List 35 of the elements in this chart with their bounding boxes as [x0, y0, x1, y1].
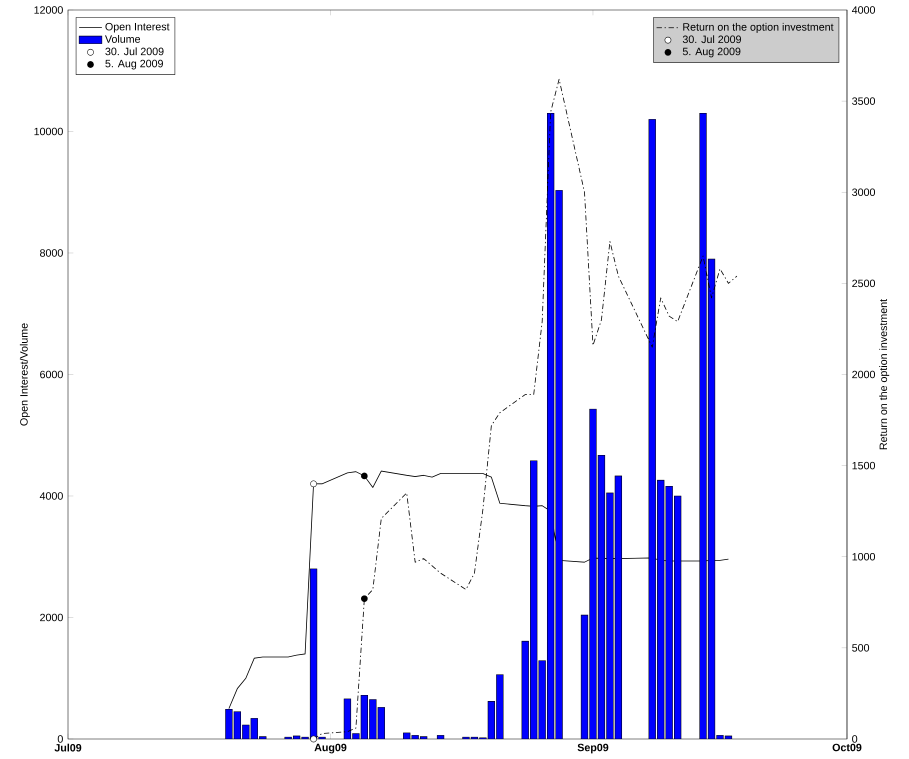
y2-tick-label: 2000: [852, 370, 876, 378]
legend-label: Return on the option investment: [683, 22, 834, 33]
bar: [378, 707, 385, 739]
x-tick-label: Jul09: [54, 744, 82, 752]
y2-axis-title: Return on the option investment: [879, 298, 890, 450]
y-tick-label: 10000: [34, 128, 63, 136]
legend-label: 5. Aug 2009: [105, 60, 163, 70]
legend-label: 30. Jul 2009: [682, 35, 741, 44]
x-tick-label: Oct09: [832, 744, 862, 752]
bar: [530, 460, 538, 739]
y-tick-label: 0: [58, 735, 63, 743]
legend-label: 30. Jul 2009: [105, 47, 164, 56]
y-tick-label: 8000: [40, 249, 63, 257]
y-axis-title: Open Interest/Volume: [20, 323, 30, 426]
y-tick-label: 2000: [40, 614, 63, 622]
legend-label: 5. Aug 2009: [682, 48, 740, 58]
bar: [522, 640, 529, 739]
y2-tick-label: 3500: [852, 97, 876, 105]
x-tick-label: Aug09: [314, 744, 346, 754]
y-tick-label: 4000: [40, 492, 63, 500]
y2-tick-label: 3000: [852, 188, 876, 196]
y-tick-label: 12000: [34, 6, 63, 14]
y-tick-label: 6000: [40, 370, 63, 378]
x-tick-label: Sep09: [578, 744, 608, 754]
y2-tick-label: 2500: [852, 280, 876, 288]
bar: [648, 119, 656, 739]
bar: [250, 718, 258, 739]
y2-tick-label: 500: [852, 644, 870, 652]
legend-label: Volume: [104, 34, 140, 43]
bar: [657, 480, 664, 739]
legend-label: Open Interest: [105, 22, 170, 33]
y2-tick-label: 4000: [852, 6, 876, 14]
y2-tick-label: 0: [852, 735, 858, 743]
y2-tick-label: 1500: [852, 462, 876, 470]
y2-tick-label: 1000: [852, 552, 876, 561]
